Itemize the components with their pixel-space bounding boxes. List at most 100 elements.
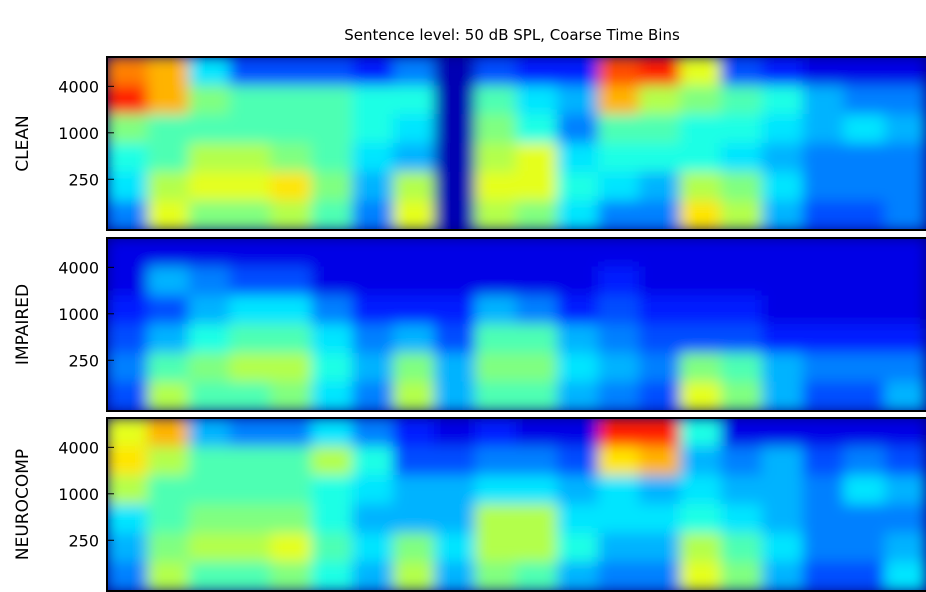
heatmap-cell [311,532,354,563]
heatmap-cell [802,352,845,383]
heatmap-cell [802,266,845,297]
heatmap-cell [556,238,599,268]
heatmap-cell [270,295,313,325]
heatmap-cell [270,324,313,354]
heatmap-cell [270,266,313,297]
heatmap-cell [434,238,477,268]
heatmap-cell [107,238,149,268]
heatmap-cell [475,561,517,591]
heatmap-cell [516,418,558,448]
heatmap-cell [147,171,190,202]
heatmap-cell [393,143,436,173]
heatmap-cell [843,238,886,268]
heatmap-cell [761,418,804,448]
y-tick-label: 4000 [58,438,99,457]
heatmap-cell [556,295,599,325]
heatmap-cell [516,475,558,505]
heatmap-cell [597,504,640,534]
heatmap-cell [720,504,763,534]
heatmap-cell [761,561,804,591]
heatmap-cell [761,143,804,173]
heatmap-cell [843,85,886,116]
heatmap-cell [270,200,313,230]
heatmap-cell [475,171,517,202]
heatmap-cell [597,446,640,477]
heatmap-cell [434,114,477,144]
heatmap-cell [393,266,436,297]
heatmap-cell [556,504,599,534]
heatmap-cell [843,295,886,325]
heatmap-cell [147,381,190,411]
heatmap-cell [720,57,763,87]
heatmap-cell [802,238,845,268]
heatmap-cell [516,446,558,477]
heatmap-cell [516,57,558,87]
heatmap-cell [270,418,313,448]
heatmap-cell [188,238,231,268]
heatmap-cell [270,352,313,383]
heatmap-cell [556,114,599,144]
heatmap-cell [434,295,477,325]
heatmap-cell [638,200,681,230]
y-axis-label: CLEAN [13,115,33,171]
heatmap-cell [107,475,149,505]
y-tick-label: 1000 [58,124,99,143]
heatmap-cell [597,143,640,173]
heatmap-cell [352,295,395,325]
heatmap-cell [434,171,477,202]
heatmap-cell [270,561,313,591]
heatmap-cell [843,475,886,505]
heatmap-cell [147,114,190,144]
heatmap-cell [352,171,395,202]
heatmap-cell [475,324,517,354]
heatmap-cell [107,324,149,354]
heatmap-cell [884,266,926,297]
heatmap-cell [352,352,395,383]
heatmap-cell [638,85,681,116]
heatmap-cell [597,85,640,116]
heatmap-cell [802,532,845,563]
heatmap-cell [884,85,926,116]
heatmap-cell [475,418,517,448]
heatmap-cell [393,295,436,325]
heatmap-cell [393,446,436,477]
heatmap-cell [884,381,926,411]
heatmap-cell [270,446,313,477]
heatmap [107,238,926,411]
heatmap-cell [884,418,926,448]
heatmap-cell [720,352,763,383]
heatmap-cell [188,324,231,354]
heatmap-cell [516,200,558,230]
heatmap-cell [229,475,272,505]
heatmap-cell [311,561,354,591]
heatmap-cell [843,504,886,534]
heatmap-cell [107,57,149,87]
heatmap-cell [802,324,845,354]
heatmap-cell [311,143,354,173]
y-tick-label: 1000 [58,305,99,324]
heatmap-cell [311,238,354,268]
heatmap-cell [597,266,640,297]
panel-frame [106,237,926,412]
heatmap-cell [884,446,926,477]
heatmap-cell [107,200,149,230]
heatmap-cell [720,324,763,354]
heatmap-cell [679,200,722,230]
heatmap-cell [516,266,558,297]
heatmap-cell [147,85,190,116]
heatmap-cell [679,532,722,563]
heatmap-cell [147,418,190,448]
heatmap-cell [761,171,804,202]
heatmap-cell [638,238,681,268]
heatmap-cell [638,418,681,448]
heatmap-cell [802,114,845,144]
heatmap-cell [638,504,681,534]
heatmap-cell [352,561,395,591]
heatmap-cell [720,446,763,477]
heatmap-cell [679,114,722,144]
heatmap-cell [638,266,681,297]
heatmap-cell [802,381,845,411]
heatmap-cell [352,238,395,268]
heatmap-cell [475,381,517,411]
heatmap-cell [352,143,395,173]
